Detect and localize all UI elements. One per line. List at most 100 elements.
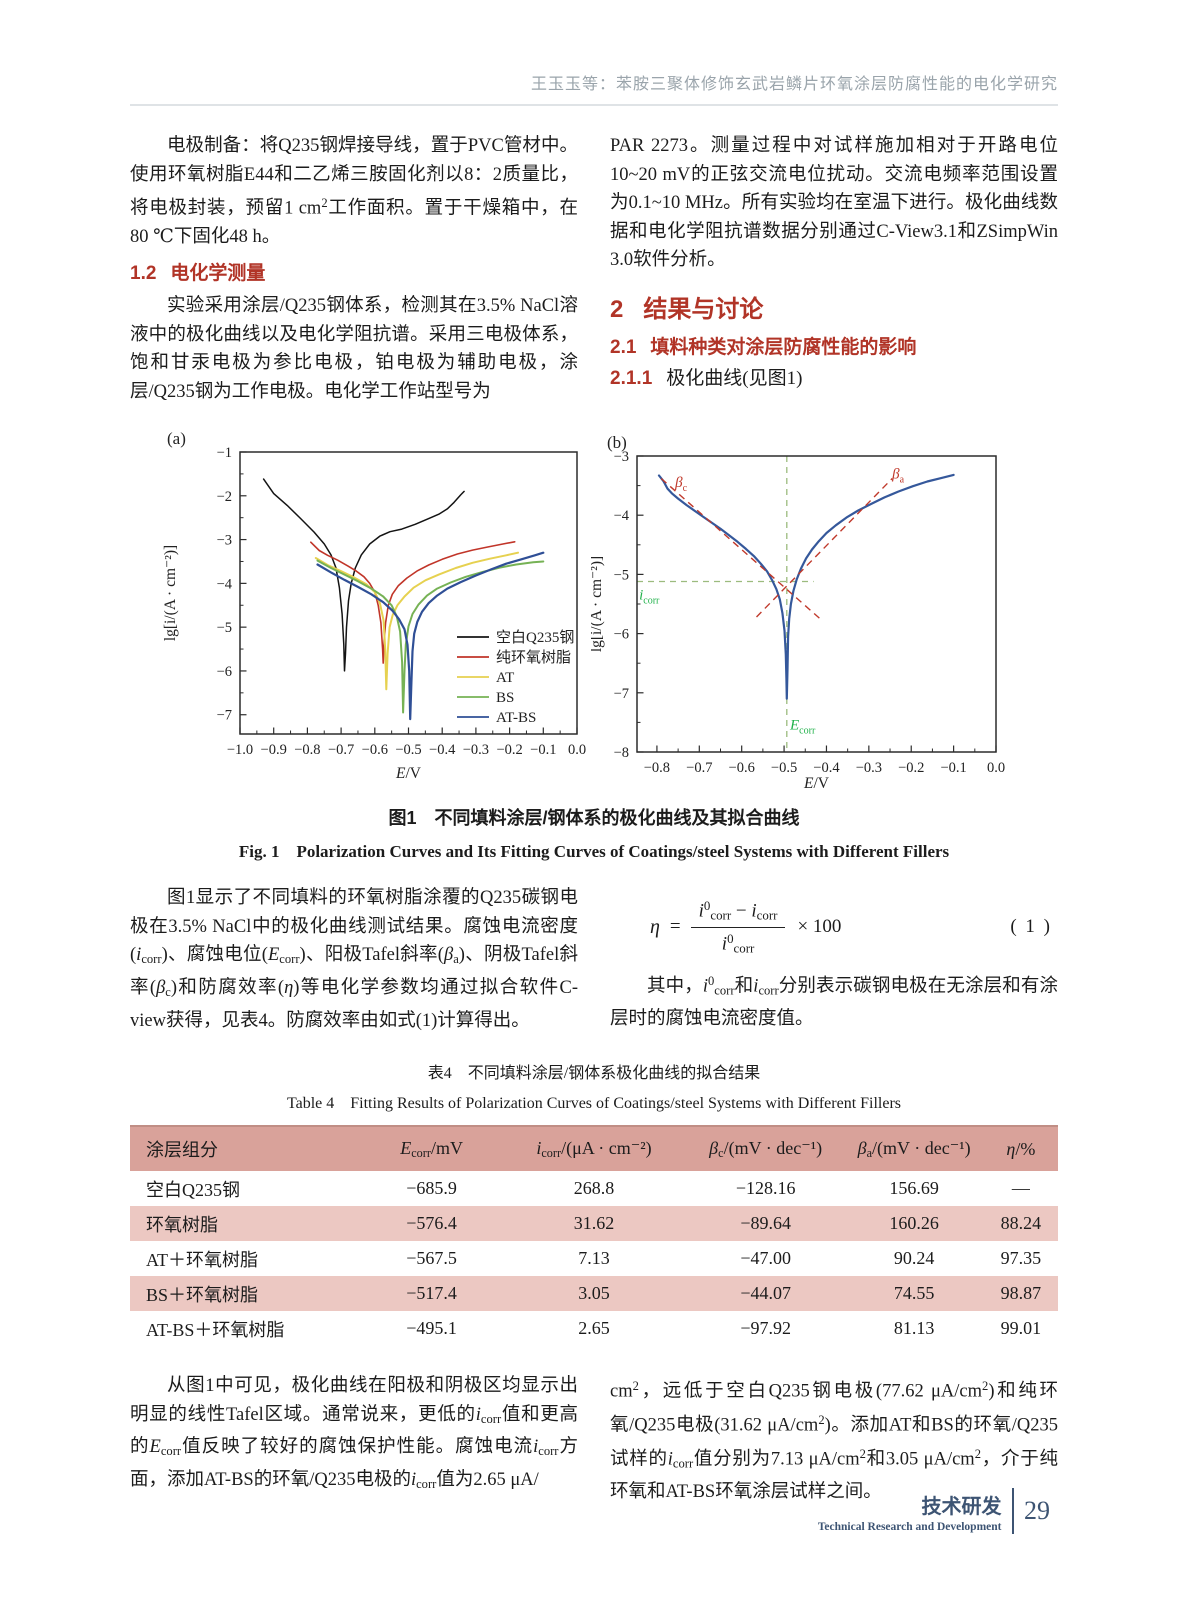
text-segment: corr (758, 983, 779, 998)
text-segment: ，介于纯环氧和AT-BS环氧涂层试样之间。 (610, 1448, 1058, 1502)
text-segment: 和 (734, 975, 754, 996)
text-segment: corr (411, 1145, 431, 1160)
table-cell: 2.65 (578, 1318, 610, 1339)
text-segment: c (718, 1145, 724, 1160)
text-segment: 工作面积。置于干燥箱中，在80 ℃下固化48 h。 (130, 198, 578, 247)
text-segment: E (267, 945, 280, 966)
text-segment: 从图1中可见，极化曲线在阳极和阴极区均显示出明显的线性Tafel区域。通常说来，… (130, 1376, 578, 1425)
para-electrode-prep: 电极制备：将Q235钢焊接导线，置于PVC管材中。使用环氧树脂E44和二乙烯三胺… (130, 132, 578, 251)
x-tick-label: −0.5 (395, 742, 421, 758)
heading-title: 结果与讨论 (643, 295, 764, 323)
text-segment: )。添加AT和BS的环氧/Q235试样的 (610, 1415, 1058, 1469)
middle-left-column: 图1显示了不同填料的环氧树脂涂覆的Q235碳钢电极在3.5% NaCl中的极化曲… (130, 884, 578, 1035)
y-tick-label: −5 (614, 568, 629, 584)
y-tick-label: −1 (217, 445, 232, 461)
table-4-body: 空白Q235钢 −685.9 268.8 −128.16 156.69 — 环氧树脂 −576… (130, 1171, 1058, 1346)
text-segment: i (533, 1437, 539, 1458)
text-segment: E (149, 1437, 161, 1458)
text-segment: corr (714, 983, 735, 998)
table-cell: 268.8 (573, 1178, 615, 1199)
table-cell: −567.5 (406, 1248, 457, 1269)
text-segment: β (156, 977, 166, 998)
x-tick-label: −0.6 (729, 760, 755, 776)
equation-lhs: η (650, 915, 660, 938)
y-tick-label: −4 (217, 577, 233, 593)
equation-fraction: i0corr − icorr i0corr (690, 898, 786, 956)
table-cell: 98.87 (983, 1276, 1058, 1312)
para-measurement: 实验采用涂层/Q235钢体系，检测其在3.5% NaCl溶液中的极化曲线以及电化… (130, 296, 578, 402)
table-cell: — (1011, 1178, 1030, 1199)
y-tick-label: −3 (217, 533, 232, 549)
figure-caption-en: Fig. 1 Polarization Curves and Its Fitti… (238, 842, 950, 862)
text-segment: corr (541, 1145, 562, 1160)
text-segment: ，远低于空白Q235钢电极(77.62 μA/cm (638, 1381, 983, 1402)
x-tick-label: −0.1 (940, 760, 966, 776)
text-segment: 分别表示碳钢电极在无涂层和有涂层时的腐蚀电流密度值。 (610, 975, 1058, 1029)
text-segment: i (136, 945, 142, 966)
top-left-column: 电极制备：将Q235钢焊接导线，置于PVC管材中。使用环氧树脂E44和二乙烯三胺… (130, 132, 578, 406)
table-title-zh: 表4 不同填料涂层/钢体系极化曲线的拟合结果 (427, 1065, 761, 1083)
heading-title: 填料种类对涂层防腐性能的影响 (650, 336, 917, 358)
x-tick-label: −0.2 (496, 742, 522, 758)
chart-b-tafel-fit-curve: −0.8 −0.7 −0.6 −0.5 −0.4 −0.3 −0.2 −0.1 0.0 −3 −4 −… (591, 433, 1005, 790)
text-segment: 值和更高的 (130, 1404, 578, 1458)
table-cell: 90.24 (893, 1248, 935, 1269)
text-segment: E (400, 1137, 412, 1158)
table-cell: 空白Q235钢 (146, 1179, 240, 1200)
table-4: 涂层组分 Ecorr/mV icorr/(μA · cm⁻²) βc/(mV · de… (130, 1125, 1058, 1346)
equation-body: η = i0corr − icorr i0corr × 100 (650, 898, 841, 956)
x-tick-label: −0.5 (771, 760, 797, 776)
text-segment: corr (416, 1476, 437, 1491)
text-segment: i (667, 1448, 673, 1469)
x-tick-label: 0.0 (987, 760, 1005, 776)
para-bottom-left: 从图1中可见，极化曲线在阳极和阴极区均显示出明显的线性Tafel区域。通常说来，… (130, 1372, 578, 1498)
y-tick-label: −4 (614, 508, 630, 524)
page-footer: 技术研发 Technical Research and Development … (818, 1488, 1050, 1534)
text-segment: 图1显示了不同填料的环氧树脂涂覆的Q235碳钢电极在3.5% NaCl中的极化曲… (130, 888, 578, 966)
table-cell: 156.69 (889, 1178, 939, 1199)
text-segment: corr (480, 1411, 502, 1426)
heading-number: 2.1 (610, 336, 637, 358)
text-segment: 值为2.65 μA/ (436, 1469, 539, 1490)
text-segment: corr (756, 907, 778, 923)
table-row: 空白Q235钢 −685.9 268.8 −128.16 156.69 — (130, 1171, 1058, 1206)
series-AT-BS (316, 551, 545, 721)
text-segment: cm (610, 1381, 633, 1402)
equation-equals: = (669, 916, 681, 938)
heading-2: 2 结果与讨论 (610, 289, 1058, 324)
x-axis-label: E/V (803, 775, 830, 790)
footer-label-zh: 技术研发 (921, 1495, 1002, 1518)
y-tick-label: −6 (217, 664, 232, 680)
text-segment: β (857, 1137, 867, 1158)
equation-1: η = i0corr − icorr i0corr × 100 ( 1 ) (610, 884, 1058, 966)
text-segment: β (443, 945, 454, 966)
text-segment: 0 (727, 930, 734, 946)
x-tick-label: −0.8 (644, 760, 670, 776)
text-segment: )、腐蚀电位( (161, 945, 268, 966)
text-segment: η (284, 977, 294, 998)
table-4-head: 涂层组分 Ecorr/mV icorr/(μA · cm⁻²) βc/(mV · de… (130, 1126, 1058, 1172)
y-tick-label: −3 (614, 449, 629, 465)
text-segment: 2 (818, 1412, 825, 1427)
y-tick-label: −7 (217, 708, 232, 724)
table-column-header: icorr/(μA · cm⁻²) (501, 1126, 687, 1172)
subplot-label: (a) (167, 429, 186, 448)
para-bottom-right: cm2，远低于空白Q235钢电极(77.62 μA/cm2)和纯环氧/Q235电… (610, 1372, 1058, 1506)
subplot-label: (b) (607, 433, 627, 452)
annotation-i-corr: icorr (639, 588, 660, 607)
table-cell: BS＋环氧树脂 (130, 1276, 362, 1312)
text-segment: a (453, 952, 459, 967)
bottom-left-column: 从图1中可见，极化曲线在阳极和阴极区均显示出明显的线性Tafel区域。通常说来，… (130, 1372, 578, 1506)
table-row: AT-BS＋环氧树脂 −495.1 2.65 −97.92 81.13 99.01 (130, 1311, 1058, 1346)
page-number: 29 (1024, 1496, 1050, 1525)
table-row: BS＋环氧树脂 −517.4 3.05 −44.07 74.55 98.87 (130, 1276, 1058, 1312)
table-row: AT＋环氧树脂 −567.5 7.13 −47.00 90.24 97.35 (130, 1241, 1058, 1276)
text-segment: 2 (859, 1446, 866, 1461)
middle-columns: 图1显示了不同填料的环氧树脂涂覆的Q235碳钢电极在3.5% NaCl中的极化曲… (130, 884, 1058, 1035)
top-right-column: PAR 2273。测量过程中对试样施加相对于开路电位10~20 mV的正弦交流电… (610, 132, 1058, 406)
y-axis-label: lg[i/(A · cm⁻²)] (591, 556, 605, 652)
running-title: 王玉玉等：苯胺三聚体修饰玄武岩鳞片环氧涂层防腐性能的电化学研究 (530, 76, 1058, 93)
x-tick-label: −0.3 (463, 742, 489, 758)
table-cell: −47.00 (740, 1248, 791, 1269)
table-cell: 160.26 (844, 1206, 984, 1242)
